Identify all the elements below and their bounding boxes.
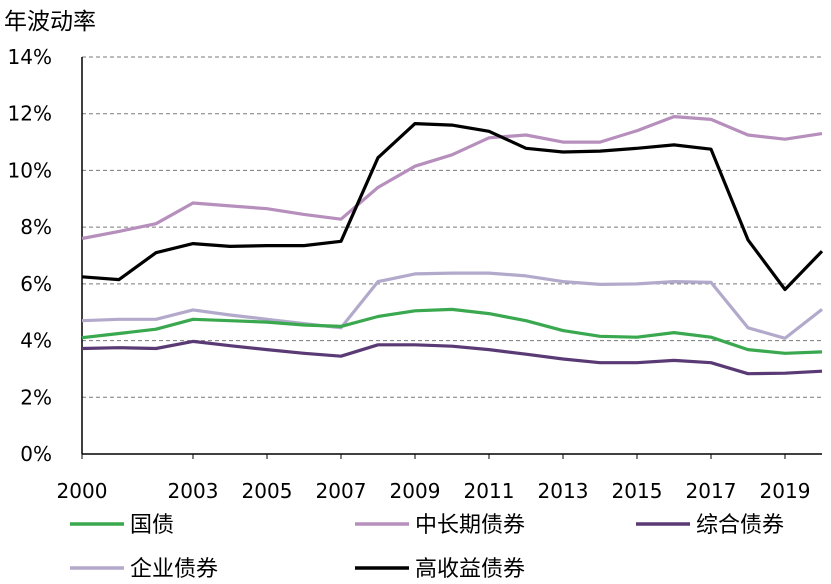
y-tick-label: 4% [20, 329, 52, 353]
x-tick-label: 2003 [168, 479, 219, 503]
gridlines [82, 56, 822, 398]
series-line-5 [81, 121, 824, 292]
y-tick-label: 14% [8, 45, 52, 69]
x-tick-label: 2019 [760, 479, 811, 503]
y-axis-tick-labels: 0% 2% 4% 6% 8% 10% 12% 14% [8, 45, 52, 466]
legend-label: 国债 [130, 513, 174, 538]
y-tick-label: 12% [8, 102, 52, 126]
x-tick-label: 2013 [538, 479, 589, 503]
series-line-1 [81, 307, 823, 355]
series-line-2 [81, 114, 823, 241]
y-tick-label: 10% [8, 158, 52, 182]
legend-label: 高收益债券 [415, 557, 525, 582]
series-line-3 [81, 339, 823, 376]
series-line-4 [81, 271, 823, 340]
legend-label: 中长期债券 [415, 513, 525, 538]
x-tick-label: 2000 [57, 479, 108, 503]
y-tick-label: 6% [20, 272, 52, 296]
x-tick-label: 2007 [316, 479, 367, 503]
y-axis-title: 年波动率 [4, 9, 96, 35]
axes [81, 57, 822, 455]
legend-label: 综合债券 [696, 513, 784, 538]
x-axis-tick-labels: 2000 2003 2005 2007 2009 2011 2013 2015 2017 2019 [57, 454, 811, 503]
y-tick-label: 2% [20, 385, 52, 409]
legend-label: 企业债券 [130, 557, 218, 582]
series-lines [81, 114, 824, 376]
x-tick-label: 2009 [390, 479, 441, 503]
y-tick-label: 0% [20, 442, 52, 466]
x-tick-label: 2017 [686, 479, 737, 503]
x-tick-label: 2005 [242, 479, 293, 503]
y-tick-label: 8% [20, 215, 52, 239]
x-tick-label: 2011 [464, 479, 515, 503]
x-tick-label: 2015 [612, 479, 663, 503]
